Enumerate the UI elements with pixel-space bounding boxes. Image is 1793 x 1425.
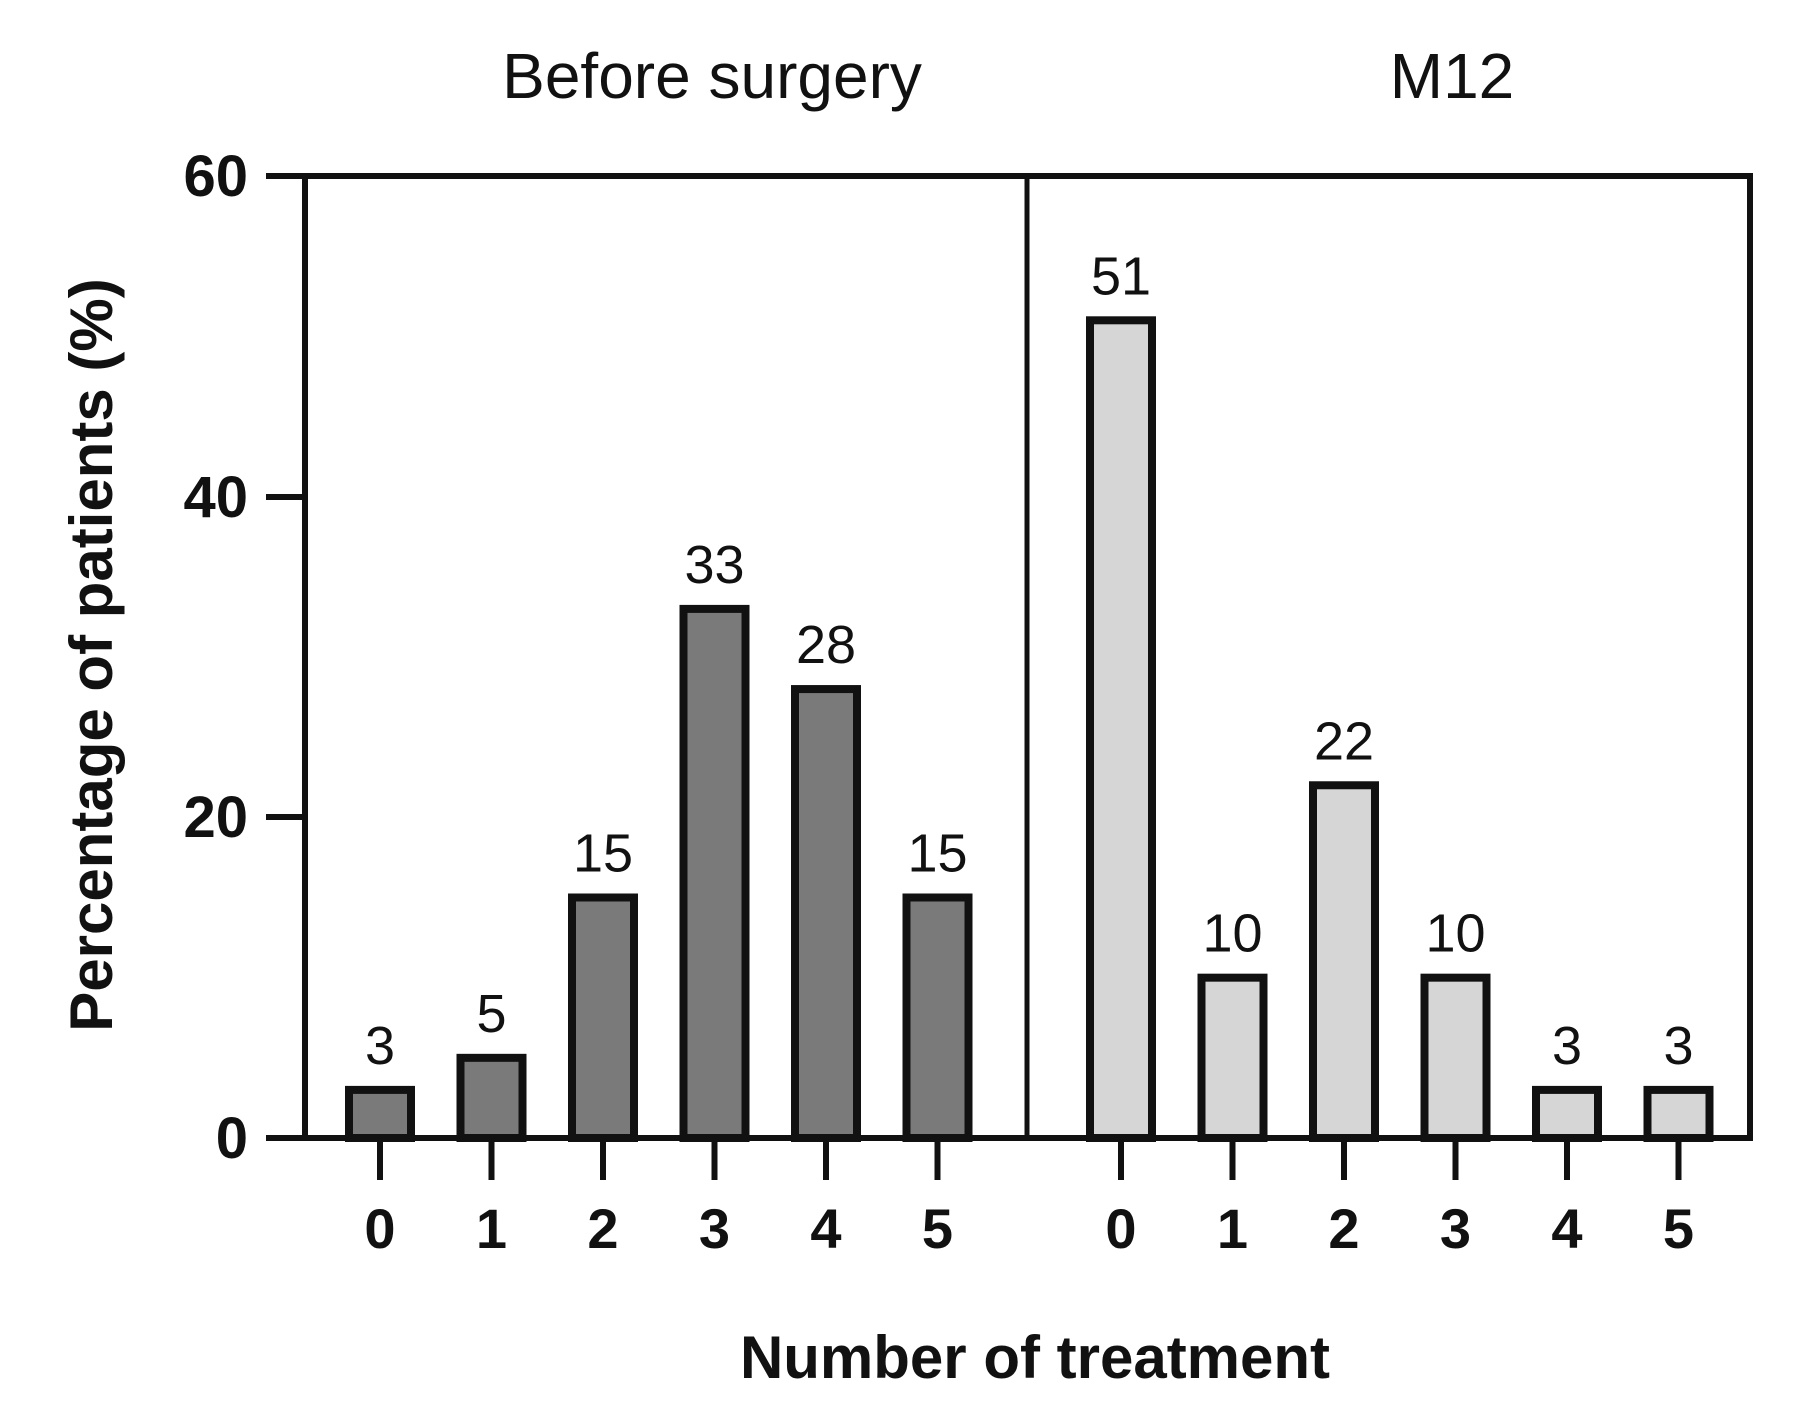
data-label-before-surgery-3: 33 [684, 535, 744, 595]
bar-before-surgery-1 [456, 1053, 527, 1143]
bar-before-surgery-5 [902, 893, 973, 1142]
bar-before-surgery-4 [791, 685, 861, 1142]
x-tick-label-before-surgery-3: 3 [699, 1197, 730, 1260]
x-tick-label-before-surgery-5: 5 [922, 1197, 953, 1260]
x-tick-label-before-surgery-1: 1 [476, 1197, 507, 1260]
bar-m12-0 [1086, 316, 1156, 1142]
bar-m12-3 [1420, 973, 1491, 1143]
bar-before-surgery-3 [679, 604, 750, 1142]
y-tick-label-20: 20 [183, 785, 248, 850]
x-tick-label-m12-5: 5 [1663, 1197, 1694, 1260]
data-label-before-surgery-2: 15 [573, 824, 633, 884]
data-label-before-surgery-4: 28 [796, 615, 856, 675]
x-tick-label-m12-0: 0 [1105, 1197, 1136, 1260]
data-label-m12-3: 10 [1425, 904, 1485, 964]
y-tick-label-60: 60 [183, 144, 248, 209]
bar-m12-1 [1197, 973, 1268, 1143]
data-label-before-surgery-5: 15 [907, 824, 967, 884]
panel-title-m12: M12 [1390, 40, 1515, 112]
data-label-m12-4: 3 [1552, 1016, 1582, 1076]
bar-before-surgery-0 [345, 1085, 415, 1143]
x-axis-label: Number of treatment [740, 1324, 1330, 1391]
bar-m12-4 [1532, 1085, 1602, 1143]
bar-before-surgery-2 [568, 893, 638, 1142]
panel-title-before-surgery: Before surgery [502, 40, 922, 112]
x-tick-label-before-surgery-4: 4 [810, 1197, 841, 1260]
x-tick-label-m12-4: 4 [1551, 1197, 1582, 1260]
y-axis-label: Percentage of patients (%) [58, 278, 125, 1032]
data-label-m12-5: 3 [1663, 1016, 1693, 1076]
bar-m12-2 [1309, 781, 1379, 1142]
x-tick-label-m12-3: 3 [1440, 1197, 1471, 1260]
data-label-m12-2: 22 [1314, 711, 1374, 771]
x-tick-label-m12-2: 2 [1328, 1197, 1359, 1260]
x-tick-label-before-surgery-2: 2 [587, 1197, 618, 1260]
data-label-before-surgery-0: 3 [365, 1016, 395, 1076]
data-label-before-surgery-1: 5 [476, 984, 506, 1044]
data-label-m12-0: 51 [1091, 246, 1151, 306]
y-tick-label-0: 0 [216, 1106, 248, 1171]
x-tick-label-before-surgery-0: 0 [364, 1197, 395, 1260]
y-tick-label-40: 40 [183, 465, 248, 530]
data-label-m12-1: 10 [1202, 904, 1262, 964]
bar-m12-5 [1643, 1085, 1714, 1143]
x-tick-label-m12-1: 1 [1217, 1197, 1248, 1260]
